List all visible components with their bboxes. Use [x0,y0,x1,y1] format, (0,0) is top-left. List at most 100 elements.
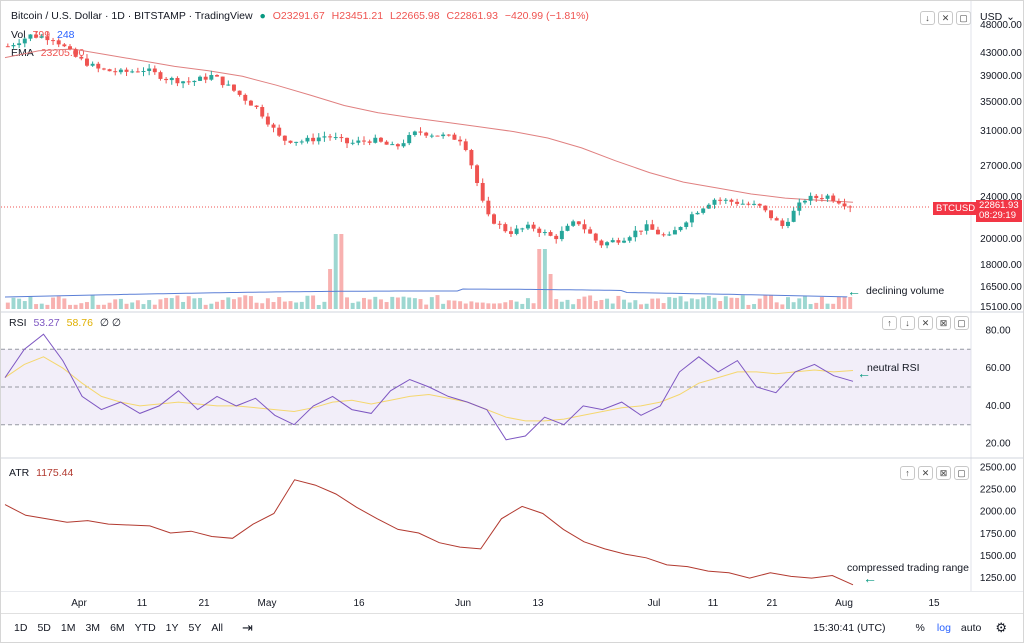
utc-clock[interactable]: 15:30:41 (UTC) [813,622,886,634]
annotation-arrow-icon: ← [847,283,861,299]
volume-bar [350,302,355,309]
symbol-title[interactable]: Bitcoin / U.S. Dollar · 1D · BITSTAMP · … [11,10,253,22]
move-up-icon[interactable]: ↑ [882,316,897,330]
candle [28,34,33,42]
range-button-1y[interactable]: 1Y [165,622,179,634]
maximize-icon[interactable]: ▢ [954,466,969,480]
volume-bar [695,299,700,309]
candle [362,136,366,145]
volume-bar [706,295,711,309]
candle [452,132,457,140]
range-button-1m[interactable]: 1M [60,622,76,634]
move-down-icon[interactable]: ↓ [920,11,935,25]
volume-bar [639,304,643,309]
volume-label[interactable]: Vol [11,29,26,41]
last-price-symbol: BTCUSD [936,203,976,214]
candlesticks [5,31,853,249]
volume-bar [520,303,525,309]
volume-bar [740,295,745,309]
currency-label[interactable]: USD [980,11,1003,23]
candle [260,104,265,119]
volume-bar [22,301,27,309]
candle [84,54,89,67]
range-button-all[interactable]: All [211,622,224,634]
volume-bar [113,299,118,309]
volume-bar [73,304,78,309]
atr-tick-label: 1500.00 [980,551,1017,562]
candle [706,203,711,210]
collapse-icon[interactable]: ⊠ [936,466,951,480]
volume-bar [260,303,265,309]
time-tick-label: Aug [835,598,853,609]
close-icon[interactable]: ✕ [918,316,933,330]
candle [791,207,796,223]
candle [514,225,519,236]
candle [322,131,327,142]
volume-bar [667,297,672,309]
rsi-pane-controls: ↑ ↓ ✕ ⊠ ▢ [882,316,969,330]
close-icon[interactable]: ✕ [938,11,953,25]
candle [5,43,10,48]
candle [277,124,282,137]
volume-bar [226,297,231,309]
auto-toggle[interactable]: auto [960,622,982,634]
currency-selector[interactable]: USD ⌄ [980,11,1019,23]
candle [316,133,321,145]
price-tick-label: 24000.00 [980,192,1022,203]
atr-label[interactable]: ATR [9,467,30,479]
percent-toggle[interactable]: % [915,622,925,634]
range-button-ytd[interactable]: YTD [134,622,156,634]
volume-bar [531,303,536,309]
log-toggle[interactable]: log [936,622,951,634]
volume-bar [729,297,734,309]
rsi-pane[interactable]: 80.00 60.00 40.00 20.00 [1,313,1024,459]
volume-bar [220,299,225,309]
volume-bar [486,303,491,309]
volume-bar [231,299,236,309]
collapse-icon[interactable]: ⊠ [936,316,951,330]
settings-gear-icon[interactable]: ⚙ [995,620,1007,635]
range-button-6m[interactable]: 6M [110,622,125,634]
range-button-5d[interactable]: 5D [37,622,51,634]
time-axis[interactable]: Apr 11 21 May 16 Jun 13 Jul 11 21 Aug 15 [1,591,1024,613]
range-button-1d[interactable]: 1D [14,622,28,634]
range-button-5y[interactable]: 5Y [188,622,202,634]
atr-pane[interactable]: 2500.00 2250.00 2000.00 1750.00 1500.00 1250.… [1,459,1024,591]
candle [345,137,350,149]
move-up-icon[interactable]: ↑ [900,466,915,480]
ohlc-change: −420.99 (−1.81%) [504,10,589,22]
volume-bar [17,298,22,309]
volume-bar [339,234,344,309]
candle [661,232,666,237]
candle [96,61,101,73]
candle [68,44,72,51]
candle [593,232,598,243]
volume-bar [135,300,140,309]
volume-bar [198,297,203,309]
close-icon[interactable]: ✕ [918,466,933,480]
move-down-icon[interactable]: ↓ [900,316,915,330]
volume-bar [118,298,123,309]
range-button-3m[interactable]: 3M [85,622,101,634]
volume-bar [836,296,841,309]
price-tick-label: 20000.00 [980,234,1022,245]
ema-label[interactable]: EMA [11,47,34,59]
price-pane[interactable]: 48000.00 43000.00 39000.00 35000.00 31000.00… [1,1,1024,313]
candle [181,80,186,89]
annotation-arrow-icon: ← [857,365,871,381]
time-tick-label: 16 [353,598,365,609]
maximize-icon[interactable]: ▢ [954,316,969,330]
candle [254,105,259,109]
candle [554,234,559,244]
volume-bar [797,298,802,309]
candle [339,133,344,142]
candle [271,122,276,133]
rsi-ma-line [4,356,854,422]
rsi-label[interactable]: RSI [9,317,27,329]
volume-bar [130,302,135,309]
date-range-icon[interactable]: ⇥ [242,620,253,635]
volume-bar [51,297,56,309]
volume-bar [548,274,553,309]
candle [723,198,728,204]
atr-tick-label: 2250.00 [980,485,1017,496]
